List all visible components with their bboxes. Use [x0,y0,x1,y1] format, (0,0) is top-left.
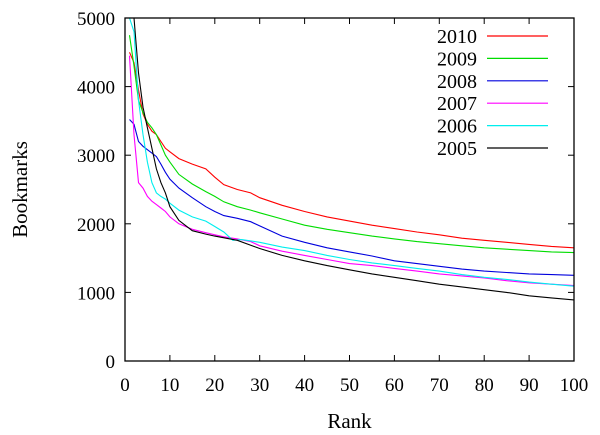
series-line-2007 [128,55,574,287]
y-axis: 0 1000 2000 3000 4000 5000 [77,9,574,373]
x-tick-label: 30 [250,375,269,396]
y-axis-label: Bookmarks [8,141,32,238]
x-tick-label: 100 [560,375,589,396]
legend-label-2009: 2009 [437,48,477,70]
series-line-2009 [128,35,574,254]
legend-label-2008: 2008 [437,71,477,93]
series-line-2010 [128,52,574,249]
series-line-2008 [129,119,574,276]
y-tick-label: 4000 [77,78,115,99]
legend-label-2010: 2010 [437,26,477,48]
y-tick-label: 0 [106,352,116,373]
x-tick-label: 90 [520,375,539,396]
legend-label-2006: 2006 [437,116,477,138]
x-tick-label: 60 [385,375,404,396]
legend-label-2007: 2007 [437,93,477,115]
x-axis: 0 10 20 30 40 50 60 70 80 90 100 [120,18,588,396]
x-tick-label: 20 [205,375,224,396]
x-tick-label: 10 [160,375,179,396]
x-tick-label: 0 [120,375,130,396]
x-tick-label: 70 [430,375,449,396]
x-tick-label: 40 [295,375,314,396]
y-tick-label: 2000 [77,215,115,236]
x-tick-label: 80 [475,375,494,396]
series-lines [128,18,574,301]
plot-frame [124,17,575,362]
series-line-2005 [133,18,574,301]
x-axis-label: Rank [327,409,372,433]
y-tick-label: 3000 [77,146,115,167]
y-tick-label: 1000 [77,283,115,304]
x-tick-label: 50 [340,375,359,396]
legend-label-2005: 2005 [437,138,477,160]
y-tick-label: 5000 [77,9,115,30]
